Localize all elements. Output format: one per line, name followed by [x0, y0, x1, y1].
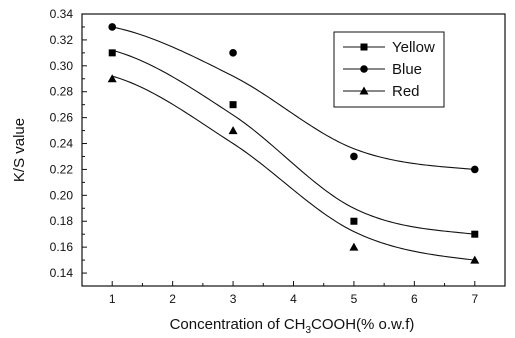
- x-axis-title-end: (% o.w.f): [356, 316, 414, 333]
- y-axis-title: K/S value: [11, 118, 28, 182]
- y-tick-label-0.14: 0.14: [50, 266, 74, 280]
- axis-ticks: 1 2 3 4 5 6 7 0.14 0.16 0.18 0.20 0.22 0.24 0.26 0.28 0…: [50, 7, 479, 306]
- legend-marker-red: [359, 86, 369, 95]
- legend-label-blue: Blue: [392, 61, 422, 78]
- point-yellow-5: [350, 217, 358, 225]
- point-blue-7: [470, 165, 479, 174]
- y-tick-label-0.26: 0.26: [50, 111, 74, 125]
- x-tick-label-7: 7: [471, 292, 478, 306]
- fit-curve-red: [112, 75, 475, 261]
- x-tick-label-2: 2: [169, 292, 176, 306]
- legend: Yellow Blue Red: [333, 31, 445, 108]
- fit-curve-blue: [112, 26, 475, 170]
- y-tick-label-0.16: 0.16: [50, 240, 74, 254]
- point-yellow-1: [108, 49, 116, 57]
- y-tick-label-0.20: 0.20: [50, 188, 74, 202]
- point-blue-5: [350, 152, 358, 161]
- y-tick-label-0.34: 0.34: [50, 7, 74, 21]
- x-tick-label-5: 5: [351, 292, 358, 306]
- legend-marker-blue: [360, 65, 368, 73]
- x-axis-title-mid: COOH: [311, 316, 356, 333]
- data-markers: [107, 23, 480, 264]
- legend-label-red: Red: [392, 83, 420, 100]
- y-tick-label-0.24: 0.24: [50, 137, 74, 151]
- y-tick-label-0.22: 0.22: [50, 162, 74, 176]
- x-axis-title: Concentration of CH3COOH(% o.w.f): [170, 316, 415, 336]
- y-tick-label-0.28: 0.28: [50, 85, 74, 99]
- y-tick-label-0.30: 0.30: [50, 59, 74, 73]
- x-axis-title-main: Concentration of CH: [170, 316, 306, 333]
- point-blue-3: [229, 49, 237, 57]
- point-red-7: [470, 255, 480, 264]
- fit-curve-yellow: [112, 49, 475, 235]
- point-blue-1: [108, 23, 117, 31]
- x-tick-label-1: 1: [109, 292, 116, 306]
- x-tick-label-4: 4: [290, 292, 297, 306]
- legend-marker-yellow: [360, 43, 368, 51]
- x-tick-label-6: 6: [411, 292, 418, 306]
- x-tick-label-3: 3: [230, 292, 237, 306]
- legend-label-yellow: Yellow: [392, 39, 435, 56]
- point-red-1: [107, 74, 117, 83]
- point-red-5: [349, 242, 359, 251]
- y-tick-label-0.18: 0.18: [50, 214, 74, 228]
- fit-curves: [112, 26, 475, 261]
- x-axis-title-sub: 3: [305, 325, 311, 336]
- point-yellow-7: [471, 230, 479, 238]
- y-tick-label-0.32: 0.32: [50, 33, 74, 47]
- point-yellow-3: [229, 101, 237, 109]
- point-red-3: [228, 126, 238, 135]
